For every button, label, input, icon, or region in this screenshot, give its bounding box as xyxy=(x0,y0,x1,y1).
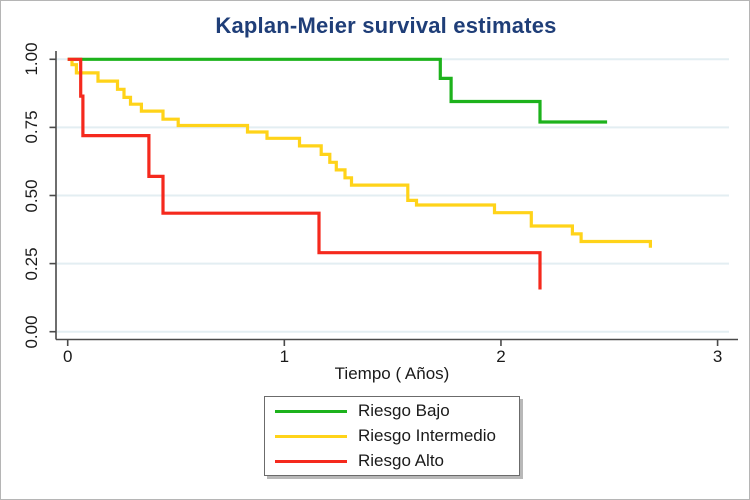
plot-area xyxy=(49,51,738,346)
legend-item-riesgo-alto: Riesgo Alto xyxy=(265,449,519,474)
legend-label: Riesgo Bajo xyxy=(358,401,450,420)
y-tick-label: 0.25 xyxy=(22,247,41,281)
y-tick-label: 0.75 xyxy=(22,110,41,144)
x-tick-label: 0 xyxy=(62,347,73,366)
legend-label: Riesgo Intermedio xyxy=(358,426,496,445)
chart-title: Kaplan-Meier survival estimates xyxy=(215,13,557,38)
x-tick-label: 2 xyxy=(496,347,506,366)
survival-curve-riesgo-alto xyxy=(67,57,542,290)
y-tick-label: 0.00 xyxy=(22,315,41,349)
legend-item-riesgo-intermedio: Riesgo Intermedio xyxy=(265,424,519,449)
legend-label: Riesgo Alto xyxy=(358,451,444,470)
legend-line-sample-riesgo-alto xyxy=(275,459,347,463)
y-tick-label: 0.50 xyxy=(22,178,41,213)
survival-curve-riesgo-intermedio xyxy=(67,57,652,248)
x-tick-label: 3 xyxy=(712,347,723,366)
legend: Riesgo Bajo Riesgo Intermedio Riesgo Alt… xyxy=(264,396,520,476)
legend-item-riesgo-bajo: Riesgo Bajo xyxy=(265,399,519,424)
legend-line-sample-riesgo-bajo xyxy=(275,409,347,413)
x-axis-title: Tiempo ( Años) xyxy=(334,364,450,383)
survival-curve-riesgo-bajo xyxy=(67,57,608,124)
y-tick-label: 1.00 xyxy=(22,42,41,76)
x-tick-label: 1 xyxy=(279,347,290,366)
legend-line-sample-riesgo-intermedio xyxy=(275,434,347,438)
